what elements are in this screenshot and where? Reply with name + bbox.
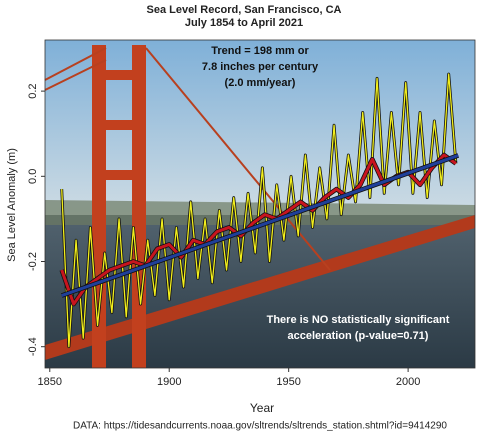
series-line [61,73,457,348]
series-line [61,154,459,297]
annotation: There is NO statistically significant [267,314,450,326]
x-tick-label: 1850 [38,376,62,388]
annotation: acceleration (p-value=0.71) [288,330,429,342]
background-photo [44,40,475,368]
y-tick-label: 0.2 [27,83,39,98]
source-note: DATA: https://tidesandcurrents.noaa.gov/… [73,421,447,432]
y-axis-label: Sea Level Anomaly (m) [6,148,18,262]
annotation: 7.8 inches per century [202,61,319,73]
y-tick-label: -0.2 [27,252,39,271]
plot-frame [44,39,476,369]
chart-subtitle: July 1854 to April 2021 [185,17,303,29]
x-tick-label: 2000 [396,376,420,388]
x-tick-label: 1900 [157,376,181,388]
y-tick-label: 0.0 [27,169,39,184]
x-axis-label: Year [250,401,274,415]
annotation: Trend = 198 mm or [211,45,309,57]
x-tick-label: 1950 [276,376,300,388]
chart-title: Sea Level Record, San Francisco, CA [146,4,341,16]
annotation: (2.0 mm/year) [225,77,296,89]
y-tick-label: -0.4 [27,337,39,356]
